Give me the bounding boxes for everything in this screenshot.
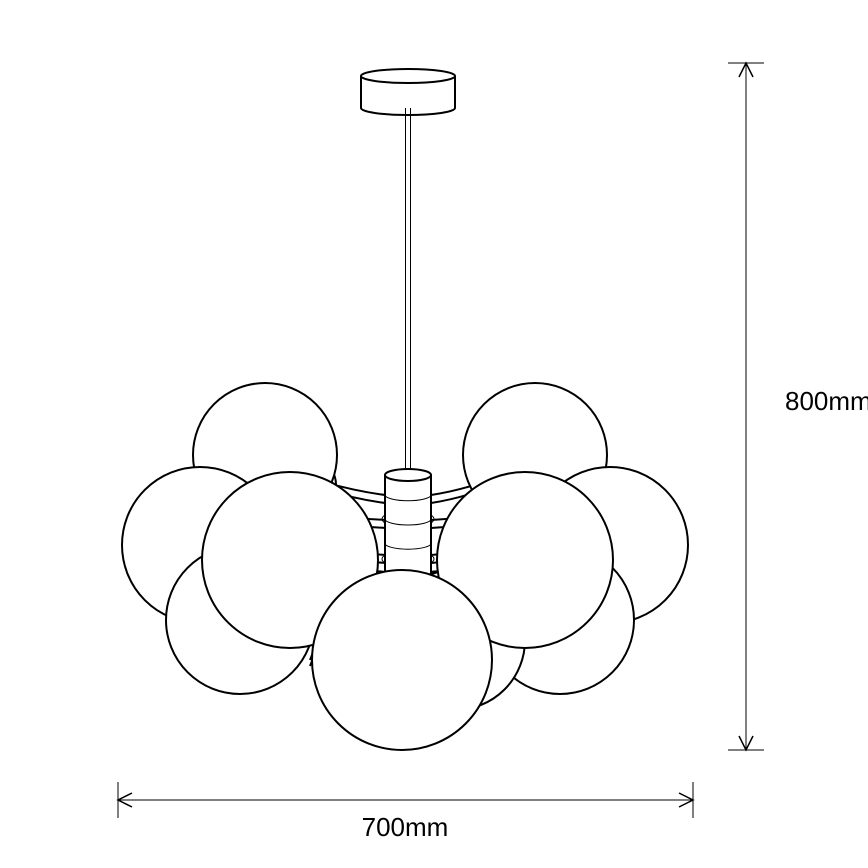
globe: [312, 570, 492, 750]
hub-top: [385, 469, 431, 481]
hub-fill: [385, 475, 431, 585]
canopy-top: [361, 69, 455, 83]
dim-width-label: 700mm: [362, 812, 449, 842]
canopy-bottom: [361, 108, 455, 115]
dim-height-label: 800mm: [785, 386, 868, 416]
